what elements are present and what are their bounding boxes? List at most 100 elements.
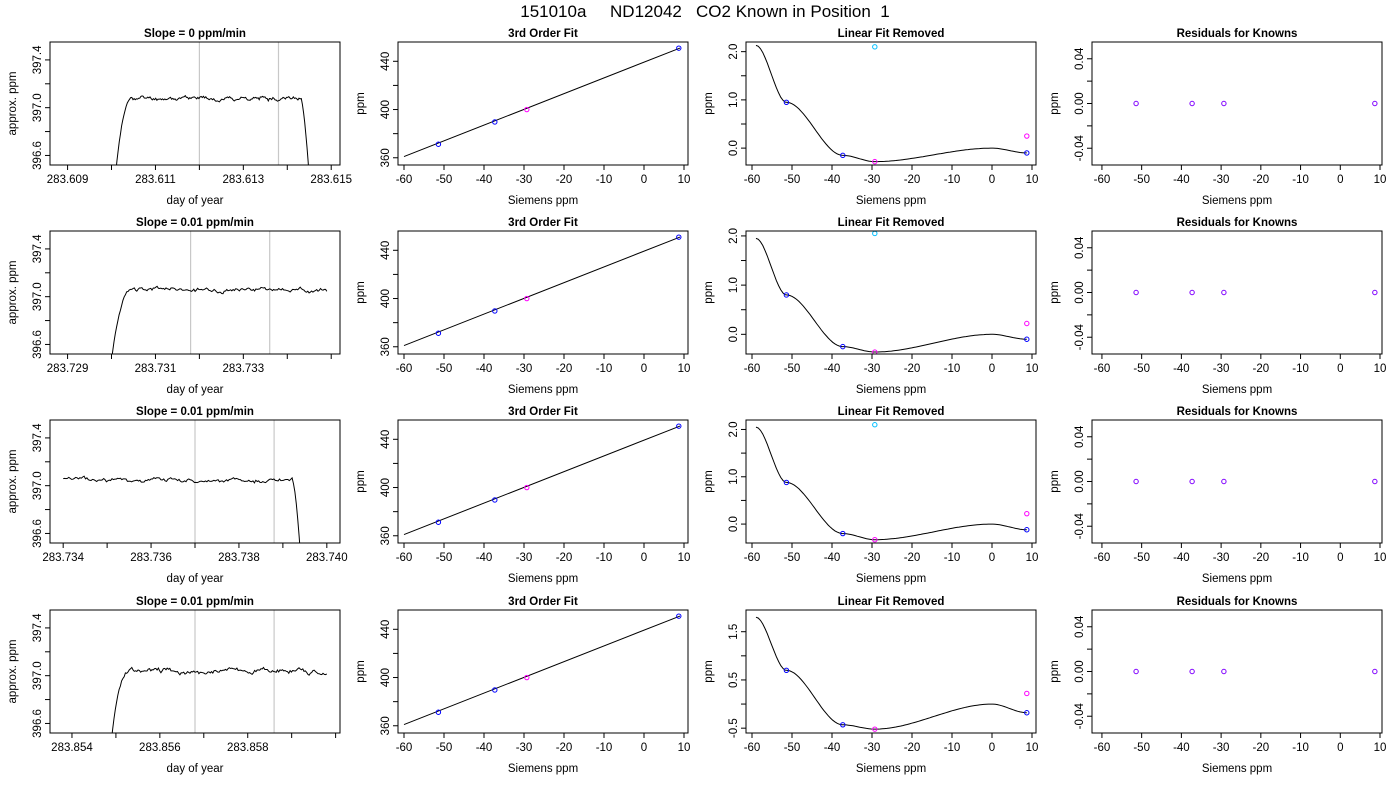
- data-point: [492, 687, 498, 693]
- fit-line: [403, 615, 681, 726]
- y-tick-label: 0.00: [1074, 470, 1086, 492]
- fit-curve: [755, 44, 1027, 163]
- x-tick-label: -60: [744, 552, 761, 564]
- y-tick-label: -0.04: [1074, 324, 1086, 351]
- data-point: [1024, 510, 1030, 517]
- plot-area: [1133, 289, 1378, 296]
- x-axis-label: Siemens ppm: [508, 384, 578, 396]
- x-tick-label: -20: [904, 552, 921, 564]
- panel-title: Residuals for Knowns: [1177, 217, 1298, 229]
- x-tick-label: -30: [864, 363, 881, 375]
- x-tick-label: 283.738: [218, 552, 260, 564]
- x-axis-label: Siemens ppm: [1202, 384, 1272, 396]
- x-tick-label: -60: [1094, 552, 1111, 564]
- data-point: [524, 674, 530, 681]
- panel-title: Residuals for Knowns: [1177, 596, 1298, 608]
- data-point: [676, 45, 682, 51]
- y-axis-label: ppm: [355, 470, 367, 492]
- data-point: [492, 308, 498, 314]
- x-tick-label: -20: [556, 363, 573, 375]
- data-point: [1189, 289, 1195, 296]
- plot-area: [1133, 478, 1378, 485]
- plot-area: [116, 42, 309, 165]
- data-point: [1372, 289, 1378, 296]
- y-tick-label: 1.5: [728, 624, 740, 640]
- data-trace: [111, 666, 328, 733]
- y-axis-label: ppm: [355, 660, 367, 682]
- data-point: [1221, 100, 1227, 107]
- data-point: [872, 44, 878, 50]
- plot-area: [403, 613, 682, 726]
- x-tick-label: 283.856: [139, 742, 181, 754]
- x-tick-label: -30: [864, 552, 881, 564]
- y-tick-label: 397.0: [32, 93, 44, 122]
- x-tick-label: -40: [824, 174, 841, 186]
- x-tick-label: -40: [1173, 363, 1190, 375]
- data-point: [783, 479, 790, 486]
- x-axis-label: Siemens ppm: [1202, 763, 1272, 775]
- x-tick-label: -60: [396, 363, 413, 375]
- fit-line: [403, 236, 681, 347]
- panel-1-1: Slope = 0 ppm/min day of year approx. ppm 2…: [7, 28, 352, 207]
- y-tick-label: 0.04: [1074, 615, 1086, 638]
- y-tick-label: 400: [380, 668, 392, 687]
- panel-title: Linear Fit Removed: [838, 406, 945, 418]
- x-tick-label: 0: [989, 742, 995, 754]
- y-axis-label: ppm: [703, 660, 715, 682]
- x-tick-label: -30: [1213, 742, 1230, 754]
- y-axis-label: ppm: [1049, 281, 1061, 303]
- fit-curve: [755, 426, 1027, 541]
- x-tick-label: 283.613: [223, 174, 265, 186]
- y-axis-label: approx. ppm: [7, 72, 19, 136]
- x-tick-label: -30: [516, 552, 533, 564]
- y-tick-label: 440: [380, 620, 392, 639]
- x-tick-label: -40: [824, 363, 841, 375]
- x-axis-label: day of year: [167, 195, 224, 207]
- x-tick-label: 0: [989, 363, 995, 375]
- panel-title: 3rd Order Fit: [508, 217, 578, 229]
- data-trace: [111, 285, 328, 354]
- x-tick-label: 283.731: [135, 363, 177, 375]
- y-tick-label: 2.0: [728, 228, 740, 244]
- plot-frame: [745, 41, 1037, 166]
- x-tick-label: 283.734: [42, 552, 84, 564]
- data-point: [435, 709, 442, 715]
- x-tick-label: -60: [396, 552, 413, 564]
- y-tick-label: 2.0: [728, 421, 740, 437]
- x-tick-label: 0: [641, 363, 647, 375]
- x-tick-label: 0: [641, 174, 647, 186]
- data-point: [840, 530, 846, 537]
- x-tick-label: 0: [989, 552, 995, 564]
- panel-title: Residuals for Knowns: [1177, 406, 1298, 418]
- fit-curve: [755, 237, 1027, 353]
- x-tick-label: -60: [396, 174, 413, 186]
- panel-title: Linear Fit Removed: [838, 217, 945, 229]
- plot-area: [1133, 668, 1378, 675]
- data-point: [783, 667, 790, 673]
- data-point: [1024, 133, 1030, 139]
- x-tick-label: 10: [1026, 742, 1039, 754]
- data-point: [1189, 100, 1195, 107]
- x-tick-label: -40: [476, 742, 493, 754]
- panel-title: Residuals for Knowns: [1177, 28, 1298, 40]
- data-point: [676, 234, 682, 240]
- panel-1-4: Residuals for Knowns Siemens ppm ppm -60 -50…: [1049, 28, 1386, 207]
- x-axis-label: Siemens ppm: [1202, 573, 1272, 585]
- data-trace: [63, 475, 301, 543]
- x-tick-label: -30: [1213, 174, 1230, 186]
- y-axis-label: approx. ppm: [7, 640, 19, 704]
- y-tick-label: 397.4: [32, 45, 44, 74]
- data-point: [1372, 100, 1378, 107]
- data-point: [1189, 478, 1195, 485]
- x-tick-label: -50: [784, 742, 801, 754]
- x-tick-label: -30: [516, 363, 533, 375]
- y-tick-label: 397.4: [32, 613, 44, 642]
- x-tick-label: -20: [904, 174, 921, 186]
- y-axis-label: approx. ppm: [7, 450, 19, 514]
- y-axis-label: ppm: [703, 470, 715, 492]
- plot-frame: [1091, 419, 1383, 544]
- plot-frame: [49, 230, 341, 355]
- plot-frame: [49, 609, 341, 734]
- y-axis-label: ppm: [703, 281, 715, 303]
